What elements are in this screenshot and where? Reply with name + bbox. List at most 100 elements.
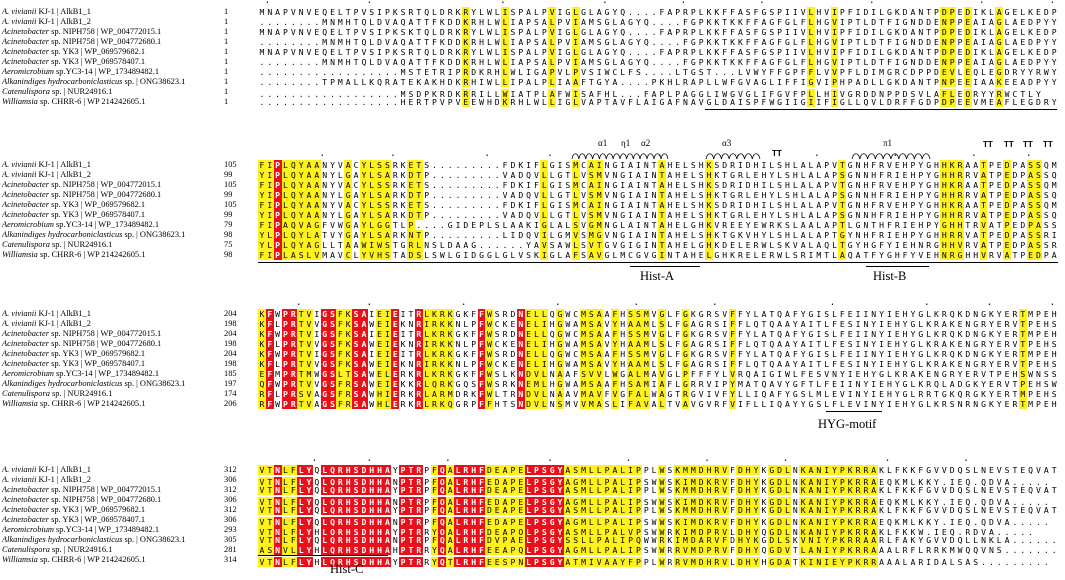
residue: .	[471, 160, 477, 170]
residue: G	[455, 399, 461, 409]
residue: V	[306, 7, 312, 17]
residue: S	[352, 359, 360, 369]
residue: N	[871, 399, 877, 409]
residue: A	[392, 17, 398, 27]
residue: S	[328, 389, 337, 399]
residue: .	[1012, 527, 1018, 537]
residue: L	[800, 170, 806, 180]
residue: S	[581, 250, 586, 260]
residue: .	[643, 67, 649, 77]
residue: Q	[549, 349, 555, 359]
residue: F	[918, 465, 924, 475]
residue: S	[400, 7, 406, 17]
residue: K	[706, 47, 712, 57]
residue: A	[383, 485, 392, 495]
residue: L	[1020, 7, 1026, 17]
residue: G	[941, 369, 947, 379]
residue: L	[281, 210, 290, 220]
residue: S	[626, 329, 635, 339]
residue: L	[320, 517, 329, 527]
residue: H	[744, 477, 753, 487]
residue: .	[314, 89, 320, 99]
residue: K	[344, 329, 353, 339]
residue: I	[635, 200, 641, 210]
residue: Y	[1051, 97, 1057, 107]
residue: N	[322, 170, 328, 180]
position-dot: •	[1027, 153, 1031, 159]
residue	[1050, 475, 1058, 485]
residue: W	[761, 220, 767, 230]
residue: Q	[981, 517, 986, 527]
residue: M	[571, 160, 580, 170]
residue: V	[956, 240, 964, 250]
residue: H	[816, 17, 822, 27]
residue: K	[706, 7, 712, 17]
residue: G	[767, 557, 776, 567]
residue: K	[705, 497, 713, 507]
residue: K	[730, 250, 735, 260]
residue: G	[681, 329, 690, 339]
residue: L	[281, 170, 290, 180]
residue: S	[352, 557, 360, 567]
residue: A	[690, 319, 696, 329]
residue: E	[391, 399, 400, 409]
residue: N	[792, 465, 798, 475]
residue: P	[1043, 250, 1049, 260]
residue: R	[486, 67, 492, 77]
residue: T	[1012, 389, 1018, 399]
residue: P	[283, 7, 288, 17]
residue: D	[1003, 200, 1011, 210]
residue: H	[439, 77, 445, 87]
residue: L	[957, 67, 963, 77]
residue: F	[761, 97, 767, 107]
residue: K	[918, 497, 924, 507]
residue: E	[996, 359, 1002, 369]
residue: E	[737, 220, 743, 230]
residue: E	[1036, 7, 1041, 17]
residue: P	[838, 527, 847, 537]
residue: E	[855, 369, 861, 379]
residue: S	[328, 359, 337, 369]
residue: R	[658, 535, 666, 545]
residue: S	[587, 349, 596, 359]
residue: K	[439, 57, 445, 67]
residue: A	[314, 389, 320, 399]
residue: F	[610, 349, 619, 359]
residue: I	[737, 180, 743, 190]
residue: F	[430, 517, 439, 527]
residue: M	[588, 57, 594, 67]
hyg-motif-underline	[826, 411, 882, 412]
residue: P	[1028, 339, 1034, 349]
residue: S	[540, 517, 549, 527]
residue: L	[281, 230, 290, 240]
residue: E	[1020, 97, 1026, 107]
residue: S	[571, 505, 580, 515]
residue: M	[689, 545, 698, 555]
residue: D	[940, 97, 949, 107]
residue: A	[808, 190, 814, 200]
residue: S	[785, 190, 790, 200]
residue: D	[963, 7, 972, 17]
residue: S	[432, 240, 437, 250]
residue: Y	[430, 527, 439, 537]
residue: R	[430, 339, 439, 349]
residue: F	[596, 89, 602, 99]
residue: L	[367, 190, 376, 200]
species-accession: sp. | ONG38623.1	[122, 77, 186, 86]
residue: P	[948, 7, 957, 17]
residue: G	[965, 379, 971, 389]
residue: S	[769, 47, 775, 57]
residue: R	[869, 557, 878, 567]
residue: F	[847, 47, 853, 57]
residue: E	[1004, 329, 1010, 339]
residue: P	[1028, 319, 1034, 329]
residue: E	[375, 329, 384, 339]
residue: E	[510, 319, 516, 329]
residue: S	[777, 160, 783, 170]
residue: N	[973, 309, 979, 319]
residue: A	[563, 465, 572, 475]
residue: E	[1004, 77, 1010, 87]
position-dot: •	[367, 0, 371, 6]
residue: I	[753, 389, 759, 399]
residue: M	[579, 505, 588, 515]
